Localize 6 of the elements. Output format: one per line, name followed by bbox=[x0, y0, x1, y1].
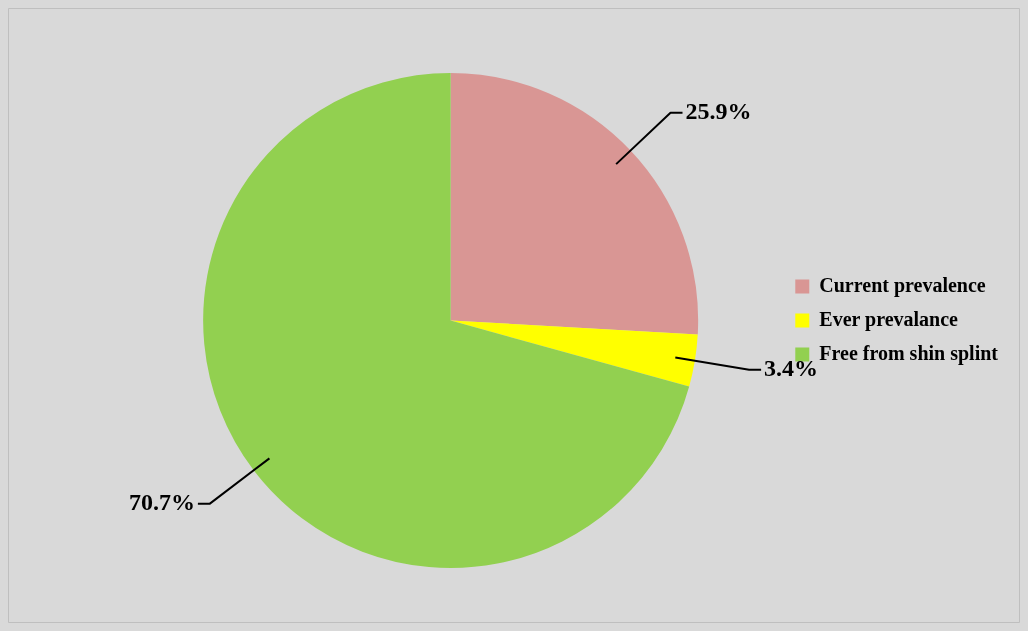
data-label: 3.4% bbox=[764, 354, 819, 381]
legend-label: Ever prevalance bbox=[819, 307, 959, 331]
data-label: 25.9% bbox=[685, 97, 752, 124]
legend-label: Free from shin splint bbox=[819, 341, 999, 365]
data-label: 70.7% bbox=[128, 488, 195, 515]
legend-label: Current prevalence bbox=[819, 273, 986, 297]
